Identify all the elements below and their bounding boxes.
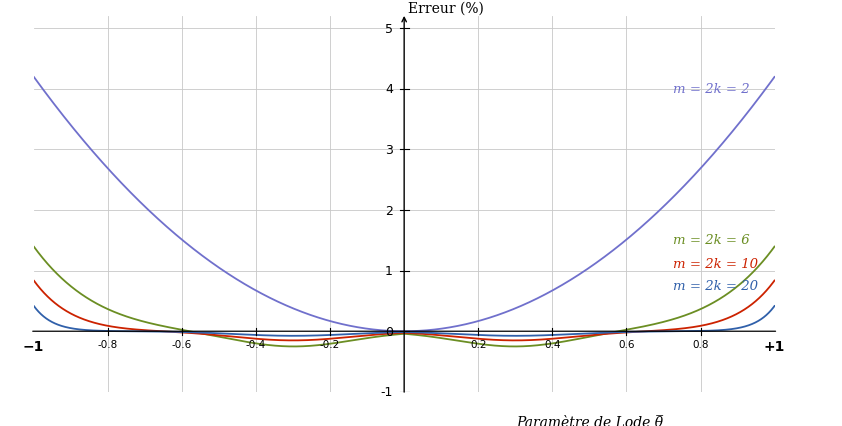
Text: 0.6: 0.6: [618, 340, 635, 349]
Text: -0.8: -0.8: [98, 340, 118, 349]
Text: 0: 0: [385, 325, 393, 338]
Text: 0.8: 0.8: [692, 340, 709, 349]
Text: m = 2k = 2: m = 2k = 2: [673, 83, 749, 96]
Text: +1: +1: [764, 340, 786, 353]
Text: 4: 4: [385, 83, 393, 96]
Text: m = 2k = 10: m = 2k = 10: [673, 257, 758, 270]
Text: 2: 2: [385, 204, 393, 217]
Text: m = 2k = 20: m = 2k = 20: [673, 279, 758, 293]
Text: Erreur (%): Erreur (%): [408, 2, 484, 16]
Text: 1: 1: [385, 265, 393, 277]
Text: -0.2: -0.2: [320, 340, 340, 349]
Text: -0.6: -0.6: [172, 340, 192, 349]
Text: −1: −1: [23, 340, 45, 353]
Text: 0.2: 0.2: [470, 340, 487, 349]
Text: 0.4: 0.4: [544, 340, 561, 349]
Text: 3: 3: [385, 144, 393, 156]
Text: -0.4: -0.4: [246, 340, 266, 349]
Text: 5: 5: [385, 23, 393, 36]
Text: m = 2k = 6: m = 2k = 6: [673, 233, 749, 246]
Text: Paramètre de Lode θ̅: Paramètre de Lode θ̅: [516, 415, 663, 426]
Text: -1: -1: [381, 386, 393, 398]
